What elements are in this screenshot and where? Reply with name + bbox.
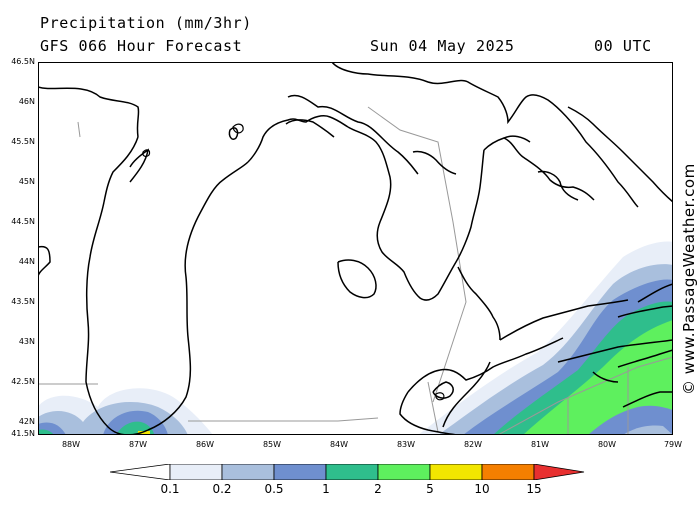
legend-label: 0.2 (212, 482, 232, 496)
lat-label: 44.5N (11, 217, 35, 226)
lat-label: 44N (18, 257, 35, 266)
legend-label: 5 (426, 482, 434, 496)
lon-label: 88W (61, 440, 81, 449)
legend-swatch (377, 464, 431, 480)
lon-label: 81W (530, 440, 550, 449)
legend-label: 10 (474, 482, 490, 496)
lon-label: 82W (463, 440, 483, 449)
legend-label: 15 (526, 482, 542, 496)
forecast-time: 00 UTC (594, 37, 652, 55)
legend-swatch (325, 464, 379, 480)
legend-swatch (169, 464, 223, 480)
precipitation-legend (110, 464, 585, 480)
political-borders (38, 106, 673, 435)
islands (142, 123, 445, 401)
lat-label: 45N (18, 177, 35, 186)
legend-swatch (429, 464, 483, 480)
watermark: © www.PassageWeather.com (680, 163, 698, 395)
lat-label: 46.5N (11, 57, 35, 66)
lat-label: 42N (18, 417, 35, 426)
map-title: Precipitation (mm/3hr) (40, 14, 252, 32)
lat-label: 43.5N (11, 297, 35, 306)
legend-label: 0.1 (160, 482, 180, 496)
map-frame (38, 62, 673, 435)
lon-label: 85W (262, 440, 282, 449)
forecast-date: Sun 04 May 2025 (370, 37, 515, 55)
legend-label: 0.5 (264, 482, 284, 496)
lat-label: 45.5N (11, 137, 35, 146)
lon-label: 80W (597, 440, 617, 449)
lat-label: 46N (18, 97, 35, 106)
legend-swatch (481, 464, 535, 480)
lat-label: 41.5N (11, 429, 35, 438)
lon-label: 83W (396, 440, 416, 449)
legend-arrow-right (533, 464, 585, 480)
lon-label: 79W (663, 440, 683, 449)
legend-label: 1 (322, 482, 330, 496)
lon-label: 84W (329, 440, 349, 449)
lat-label: 43N (18, 337, 35, 346)
lat-label: 42.5N (11, 377, 35, 386)
lon-label: 86W (195, 440, 215, 449)
precipitation-map (38, 62, 673, 435)
legend-swatch (273, 464, 327, 480)
legend-arrow-left (110, 464, 171, 480)
lon-label: 87W (128, 440, 148, 449)
forecast-model: GFS 066 Hour Forecast (40, 37, 243, 55)
coastlines (38, 62, 673, 435)
legend-swatch (221, 464, 275, 480)
legend-label: 2 (374, 482, 382, 496)
